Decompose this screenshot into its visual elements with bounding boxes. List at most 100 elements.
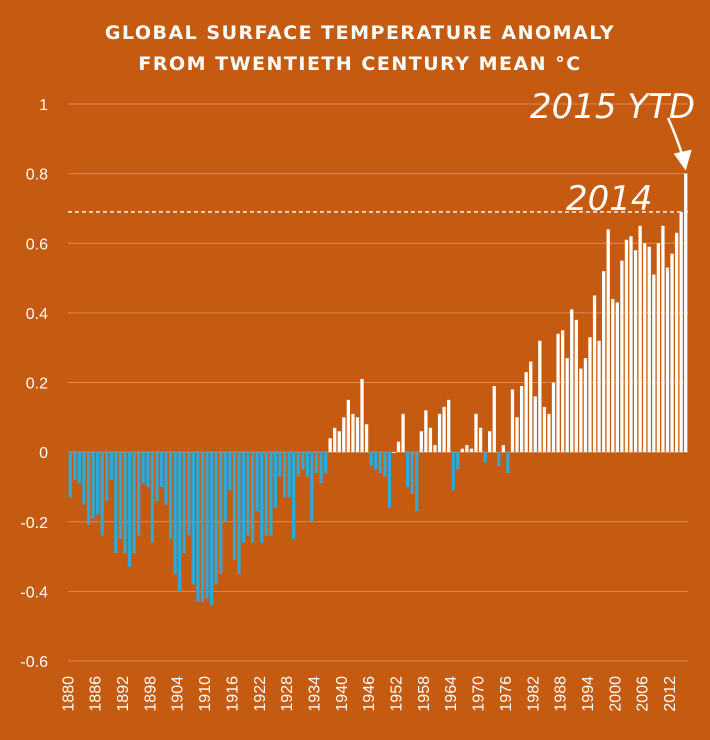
bar-1931 <box>301 452 305 470</box>
x-tick-label: 2012 <box>662 676 679 712</box>
bar-1936 <box>323 452 328 474</box>
x-tick-label: 1904 <box>170 676 187 712</box>
bar-1980 <box>524 372 528 453</box>
bar-1901 <box>164 452 168 505</box>
bar-1884 <box>86 452 91 526</box>
bar-1914 <box>223 452 227 522</box>
y-axis-ticks: 1 0.8 0.6 0.4 0.2 0 -0.2 -0.4 -0.6 <box>20 97 48 671</box>
bar-1986 <box>551 382 556 453</box>
bar-1883 <box>82 452 86 505</box>
bar-1996 <box>597 340 601 453</box>
y-tick-label: -0.6 <box>20 654 48 671</box>
bar-1933 <box>310 452 314 522</box>
bar-1909 <box>200 452 205 602</box>
bar-1888 <box>105 452 109 501</box>
bar-1982 <box>533 396 537 453</box>
x-tick-label: 1910 <box>197 676 214 712</box>
bar-1939 <box>337 431 341 453</box>
bar-1987 <box>556 333 560 453</box>
bar-1891 <box>118 452 123 540</box>
bar-1975 <box>501 445 506 453</box>
y-tick-label: -0.2 <box>20 515 48 532</box>
bar-1919 <box>246 452 250 536</box>
bar-1894 <box>132 452 136 554</box>
bar-1962 <box>442 406 446 453</box>
bar-1968 <box>469 448 474 453</box>
chart-title-line-2: FROM TWENTIETH CENTURY MEAN °C <box>138 53 582 75</box>
bar-1926 <box>278 452 282 477</box>
bar-1915 <box>228 452 232 491</box>
bar-1920 <box>250 452 255 543</box>
bar-1989 <box>565 358 569 453</box>
bar-1978 <box>515 417 519 453</box>
bar-1904 <box>178 452 182 592</box>
bar-1945 <box>364 424 369 453</box>
bar-1971 <box>483 452 487 463</box>
bar-1950 <box>387 452 392 508</box>
bar-1998 <box>606 229 610 453</box>
bar-1912 <box>214 452 218 585</box>
bar-1992 <box>579 368 583 453</box>
bar-1972 <box>488 431 492 453</box>
x-tick-label: 1994 <box>580 676 597 712</box>
x-tick-label: 1886 <box>88 676 105 712</box>
bar-1928 <box>287 452 291 498</box>
bar-1965 <box>456 452 460 470</box>
annotation-arrow-head <box>673 149 692 171</box>
bar-1984 <box>542 406 547 453</box>
bar-1951 <box>392 452 396 453</box>
bar-2008 <box>652 274 656 453</box>
bar-1997 <box>602 271 606 453</box>
x-tick-label: 1988 <box>553 676 570 712</box>
bar-2009 <box>656 243 661 453</box>
bar-1925 <box>273 452 278 508</box>
bar-1994 <box>588 337 592 453</box>
x-tick-label: 1898 <box>142 676 159 712</box>
bar-1930 <box>296 452 300 477</box>
bar-1959 <box>428 427 433 453</box>
bar-1929 <box>292 452 296 540</box>
bar-1907 <box>191 452 196 585</box>
bar-1934 <box>314 452 319 474</box>
bar-1900 <box>159 452 164 487</box>
x-tick-label: 1976 <box>498 676 515 712</box>
bar-1886 <box>95 452 100 515</box>
y-tick-label: 0.8 <box>26 167 48 184</box>
bar-1952 <box>396 441 401 453</box>
x-tick-label: 1916 <box>224 676 241 712</box>
bar-1993 <box>583 358 588 453</box>
x-tick-label: 2000 <box>607 676 624 712</box>
bar-1955 <box>410 452 414 494</box>
bar-1942 <box>351 413 355 453</box>
bar-1964 <box>451 452 455 491</box>
bar-1881 <box>73 452 77 480</box>
bar-1953 <box>401 413 405 453</box>
x-tick-label: 1892 <box>115 676 132 712</box>
bar-1892 <box>123 452 127 554</box>
chart-title: GLOBAL SURFACE TEMPERATURE ANOMALY FROM … <box>60 18 660 80</box>
bar-1903 <box>173 452 177 574</box>
bar-1913 <box>219 452 223 574</box>
bar-1918 <box>241 452 246 543</box>
bar-1995 <box>592 295 597 453</box>
bar-2013 <box>674 232 679 453</box>
y-tick-label: 0.2 <box>26 376 48 393</box>
y-tick-label: 0 <box>39 445 48 462</box>
bar-1957 <box>419 431 423 453</box>
bar-1946 <box>369 452 373 467</box>
chart-title-line-1: GLOBAL SURFACE TEMPERATURE ANOMALY <box>104 22 616 44</box>
bar-1970 <box>478 427 483 453</box>
bar-2000 <box>615 302 619 453</box>
bar-1981 <box>529 361 533 453</box>
gridlines <box>68 103 688 662</box>
bar-1889 <box>109 452 113 480</box>
bar-1893 <box>127 452 132 568</box>
bar-2005 <box>638 225 642 453</box>
x-tick-label: 1934 <box>306 676 323 712</box>
bar-1911 <box>209 452 214 606</box>
annotation-2015-ytd: 2015 YTD <box>530 87 695 127</box>
bar-2007 <box>647 246 651 453</box>
bar-1906 <box>187 452 191 536</box>
